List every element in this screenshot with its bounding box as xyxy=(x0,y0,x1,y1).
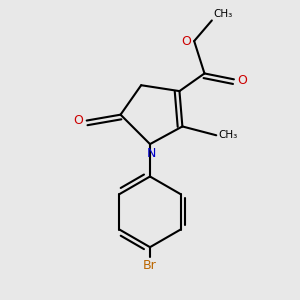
Text: O: O xyxy=(181,34,190,48)
Text: Br: Br xyxy=(143,259,157,272)
Text: O: O xyxy=(73,114,83,127)
Text: O: O xyxy=(237,74,247,87)
Text: CH₃: CH₃ xyxy=(213,9,232,19)
Text: CH₃: CH₃ xyxy=(219,130,238,140)
Text: N: N xyxy=(147,147,156,160)
